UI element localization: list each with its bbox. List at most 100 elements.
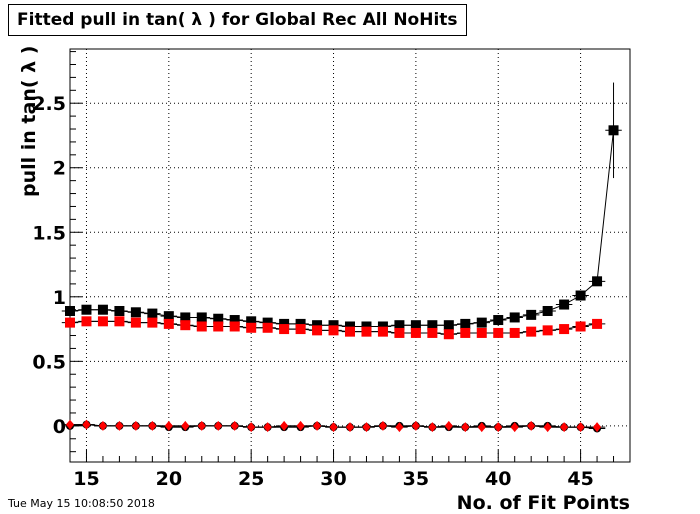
data-point [460,327,471,338]
data-point [477,422,486,433]
timestamp: Tue May 15 10:08:50 2018 [8,497,155,510]
data-point [279,324,290,335]
data-point [114,316,125,327]
data-point [427,320,438,331]
data-point [559,299,570,310]
y-tick-label: 1 [53,287,66,309]
data-point [443,320,454,331]
data-point [378,420,387,431]
data-point [394,327,405,338]
data-point [130,317,141,328]
data-point [263,422,272,433]
data-point [328,320,339,331]
data-point [296,420,305,431]
data-point [81,316,92,327]
data-point [246,322,257,333]
data-point [377,321,388,332]
x-tick-label: 15 [73,468,99,490]
data-point [576,422,585,433]
series-0 [61,82,622,332]
data-point [575,290,586,301]
data-point [163,318,174,329]
data-point [428,422,437,433]
data-point [345,326,355,337]
data-point [81,304,92,315]
data-point [560,422,569,433]
data-point [328,325,339,336]
data-point [526,326,537,337]
data-point [313,420,322,431]
data-point [608,125,619,136]
data-point [214,420,223,431]
data-point [427,327,438,338]
data-point [97,316,108,327]
data-point [461,422,470,433]
data-point [460,318,471,329]
x-tick-label: 35 [403,468,429,490]
data-point [65,305,75,316]
data-point [476,317,487,328]
data-point [509,312,520,323]
data-point [246,316,257,327]
data-point [493,315,504,326]
data-point [181,420,190,431]
data-point [476,327,487,338]
data-point [229,321,240,332]
x-tick-label: 30 [320,468,346,490]
axis-ticks: 15 20 25 30 35 40 45 0 0.5 1 1.5 2 2.5 [32,51,631,490]
data-point [180,320,191,331]
data-point [494,422,503,433]
x-tick-label: 25 [238,468,264,490]
y-tick-label: 0.5 [32,351,66,373]
grid [70,49,630,462]
series-3 [61,419,606,433]
data-point [180,312,191,323]
data-point [411,420,420,431]
data-point [542,305,553,316]
data-point [593,422,602,433]
data-point [395,422,404,433]
data-point [97,304,108,315]
data-point [130,307,141,318]
data-point [164,420,173,431]
data-point [543,422,552,433]
data-point [312,325,323,336]
series-line [69,130,615,327]
x-tick-label: 40 [485,468,511,490]
data-point [196,321,207,332]
data-point [527,420,536,431]
data-point [247,422,256,433]
y-axis-title: pull in tan( λ ) [18,46,40,197]
plot-frame [69,48,631,463]
data-point [230,420,239,431]
data-point [115,420,124,431]
x-tick-label: 45 [567,468,593,490]
data-point [229,315,240,326]
data-point [329,422,338,433]
data-point [82,419,91,430]
chart-title: Fitted pull in tan( λ ) for Global Rec A… [17,10,458,30]
data-point [295,324,306,335]
data-point [262,322,273,333]
data-point [196,312,207,323]
data-point [509,327,520,338]
data-point [377,326,388,337]
data-series [61,82,622,433]
data-point [592,318,603,329]
data-point [444,420,453,431]
data-point [262,317,273,328]
data-point [361,326,372,337]
y-tick-label: 1.5 [32,222,66,244]
data-point [443,329,454,340]
data-point [410,327,421,338]
data-point [526,309,537,320]
data-point [280,420,289,431]
data-point [213,313,224,324]
data-point [312,320,323,331]
data-point [542,325,553,336]
y-tick-label: 2 [53,158,66,180]
data-point [147,317,158,328]
data-point [362,422,371,433]
data-point [345,321,355,332]
